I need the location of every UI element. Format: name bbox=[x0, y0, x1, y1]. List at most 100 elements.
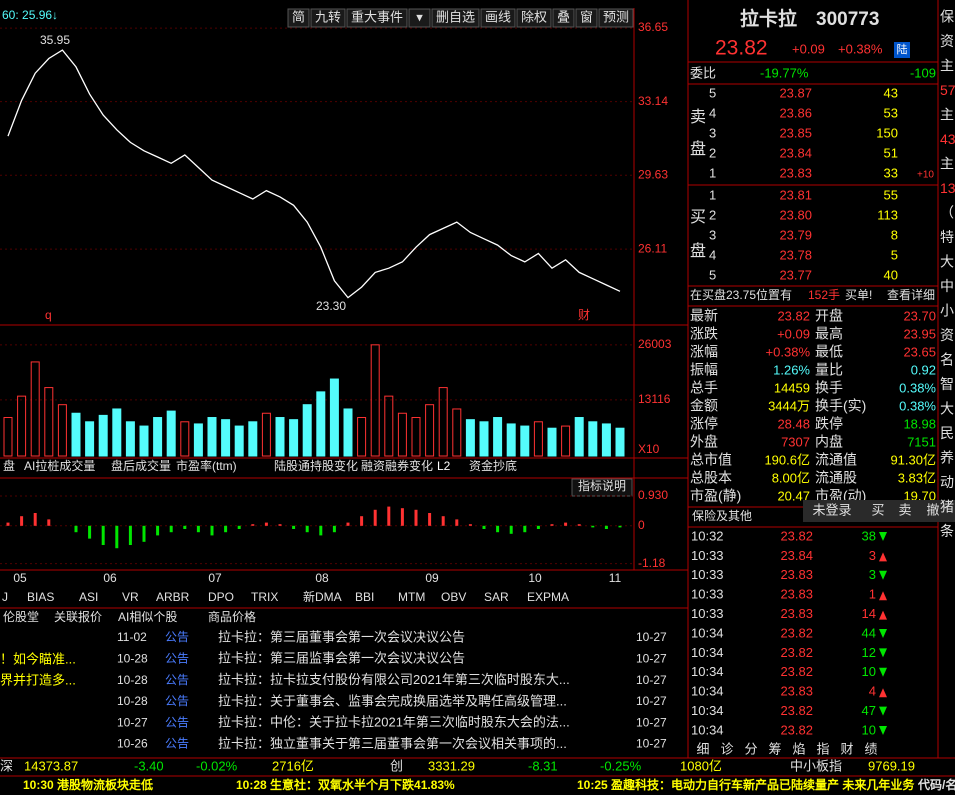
toolbar-button[interactable] bbox=[431, 8, 480, 28]
badge-label: 陆 bbox=[897, 42, 908, 56]
level: 3 bbox=[709, 125, 716, 140]
toolbar-button[interactable] bbox=[598, 8, 634, 28]
toolbar-label[interactable]: 重大事件 bbox=[351, 9, 403, 24]
sub-tab[interactable]: 资金抄底 bbox=[469, 458, 517, 473]
stat-value: 18.98 bbox=[903, 416, 936, 431]
status-text: 9769.19 bbox=[868, 758, 915, 773]
toolbar-button[interactable] bbox=[552, 8, 575, 28]
side-text: 民 bbox=[940, 425, 954, 441]
sub-tab[interactable]: AI拉桩成交量 bbox=[24, 458, 95, 473]
login-button[interactable]: 未登录 bbox=[812, 502, 851, 517]
stat-value: 7151 bbox=[907, 434, 936, 449]
news-tab[interactable]: 商品价格 bbox=[208, 609, 256, 624]
tick-price: 23.84 bbox=[780, 548, 813, 563]
indicator-tab[interactable]: 新DMA bbox=[303, 589, 342, 604]
volume-bar bbox=[506, 423, 516, 457]
volume-bar bbox=[370, 344, 380, 457]
news-title[interactable]: 拉卡拉：中伦：关于拉卡拉2021年第三次临时股东大会的法... bbox=[218, 715, 570, 730]
level: 3 bbox=[709, 227, 716, 242]
notice-link[interactable]: 查看详细 bbox=[887, 287, 935, 302]
volume-bar bbox=[493, 417, 503, 457]
toolbar-button[interactable] bbox=[346, 8, 408, 28]
login-button[interactable]: 撤 bbox=[926, 502, 939, 517]
indicator-tab[interactable]: EXPMA bbox=[527, 590, 569, 604]
toolbar-button[interactable] bbox=[516, 8, 552, 28]
login-button[interactable]: 买 bbox=[871, 502, 884, 517]
news-tab[interactable]: 关联报价 bbox=[54, 609, 102, 624]
toolbar-label[interactable]: 窗 bbox=[580, 9, 593, 24]
stat-value: 0.92 bbox=[911, 362, 936, 377]
volume-bar bbox=[302, 404, 312, 457]
toolbar-label[interactable]: ▾ bbox=[416, 9, 423, 24]
news-tab[interactable]: AI相似个股 bbox=[118, 610, 177, 624]
side-text: 43 bbox=[940, 131, 955, 147]
sub-tab[interactable]: L2 bbox=[437, 459, 451, 473]
toolbar-button[interactable] bbox=[480, 8, 516, 28]
indicator-tab[interactable]: DPO bbox=[208, 590, 234, 604]
macd-tick-label: 0 bbox=[638, 518, 645, 532]
side-text: 13 bbox=[940, 180, 955, 196]
toolbar-button[interactable] bbox=[287, 8, 310, 28]
right-tab[interactable]: 指 bbox=[816, 741, 829, 756]
level: 5 bbox=[709, 267, 716, 282]
right-tab[interactable]: 财 bbox=[840, 741, 853, 756]
toolbar-button[interactable] bbox=[310, 8, 346, 28]
toolbar-label[interactable]: 叠 bbox=[557, 9, 570, 24]
indicator-tab[interactable]: ARBR bbox=[156, 590, 190, 604]
news-title[interactable]: 拉卡拉：独立董事关于第三届董事会第一次会议相关事项的... bbox=[218, 736, 567, 751]
right-tab[interactable]: 细 bbox=[696, 741, 709, 756]
indicator-tab[interactable]: J bbox=[2, 590, 8, 604]
right-tab[interactable]: 诊 bbox=[720, 741, 733, 756]
news-title[interactable]: 拉卡拉：第三届董事会第一次会议决议公告 bbox=[218, 629, 465, 644]
indicator-tab[interactable]: BBI bbox=[355, 590, 374, 604]
right-tab[interactable]: 绩 bbox=[864, 741, 877, 756]
volume-bar bbox=[98, 414, 108, 457]
right-tab[interactable]: 分 bbox=[744, 741, 757, 756]
toolbar-label[interactable]: 画线 bbox=[485, 9, 511, 24]
volume-bar bbox=[384, 395, 394, 457]
right-tab[interactable]: 筹 bbox=[768, 741, 781, 756]
news-title[interactable]: 拉卡拉：第三届监事会第一次会议决议公告 bbox=[218, 651, 465, 666]
right-tab[interactable]: 焰 bbox=[792, 741, 805, 756]
stat-value: 3.83亿 bbox=[898, 470, 936, 485]
toolbar-label[interactable]: 简 bbox=[292, 9, 305, 24]
indicator-tab[interactable]: BIAS bbox=[27, 590, 54, 604]
news-title[interactable]: 拉卡拉：拉卡拉支付股份有限公司2021年第三次临时股东大... bbox=[218, 672, 570, 687]
stat-label: 最低 bbox=[815, 344, 843, 360]
toolbar-label[interactable]: 九转 bbox=[315, 9, 341, 24]
toolbar-button[interactable] bbox=[408, 8, 431, 28]
indicator-tab[interactable]: OBV bbox=[441, 590, 466, 604]
level-price: 23.77 bbox=[779, 267, 812, 282]
sub-tab[interactable]: 盘后成交量 bbox=[111, 458, 171, 473]
status-text: -0.25% bbox=[600, 758, 642, 773]
sub-tab[interactable]: 融资融券变化 bbox=[361, 458, 433, 473]
help-label[interactable]: 指标说明 bbox=[578, 478, 626, 493]
stat-value: 1.26% bbox=[773, 362, 810, 377]
stat-label: 流通值 bbox=[815, 452, 857, 468]
sub-tab[interactable]: 陆股通持股变化 bbox=[274, 458, 358, 473]
sub-tab[interactable]: 盘 bbox=[3, 458, 15, 473]
tick-arrow bbox=[879, 726, 887, 735]
toolbar-button[interactable] bbox=[575, 8, 598, 28]
news-date: 10-28 bbox=[117, 694, 148, 708]
high-label: 35.95 bbox=[40, 33, 70, 47]
status-text: 3331.29 bbox=[428, 758, 475, 773]
toolbar-label[interactable]: 删自选 bbox=[436, 9, 475, 24]
login-button[interactable]: 卖 bbox=[898, 502, 911, 517]
toolbar-label[interactable]: 预测 bbox=[603, 9, 629, 24]
news-title[interactable]: 拉卡拉：关于董事会、监事会完成换届选举及聘任高级管理... bbox=[218, 693, 567, 708]
volume-bar bbox=[166, 410, 176, 457]
volume-bar bbox=[71, 412, 81, 457]
status-text: 14373.87 bbox=[24, 758, 78, 773]
stat-label: 金额 bbox=[690, 398, 718, 414]
indicator-tab[interactable]: VR bbox=[122, 590, 139, 604]
buy-label: 盘 bbox=[690, 241, 706, 260]
toolbar-label[interactable]: 除权 bbox=[521, 9, 547, 24]
news-tab[interactable]: 伦股堂 bbox=[3, 609, 39, 624]
news-date2: 10-27 bbox=[636, 651, 667, 665]
indicator-tab[interactable]: SAR bbox=[484, 590, 509, 604]
indicator-tab[interactable]: TRIX bbox=[251, 590, 278, 604]
indicator-tab[interactable]: MTM bbox=[398, 590, 425, 604]
indicator-tab[interactable]: ASI bbox=[79, 590, 98, 604]
sub-tab[interactable]: 市盈率(ttm) bbox=[176, 458, 237, 473]
